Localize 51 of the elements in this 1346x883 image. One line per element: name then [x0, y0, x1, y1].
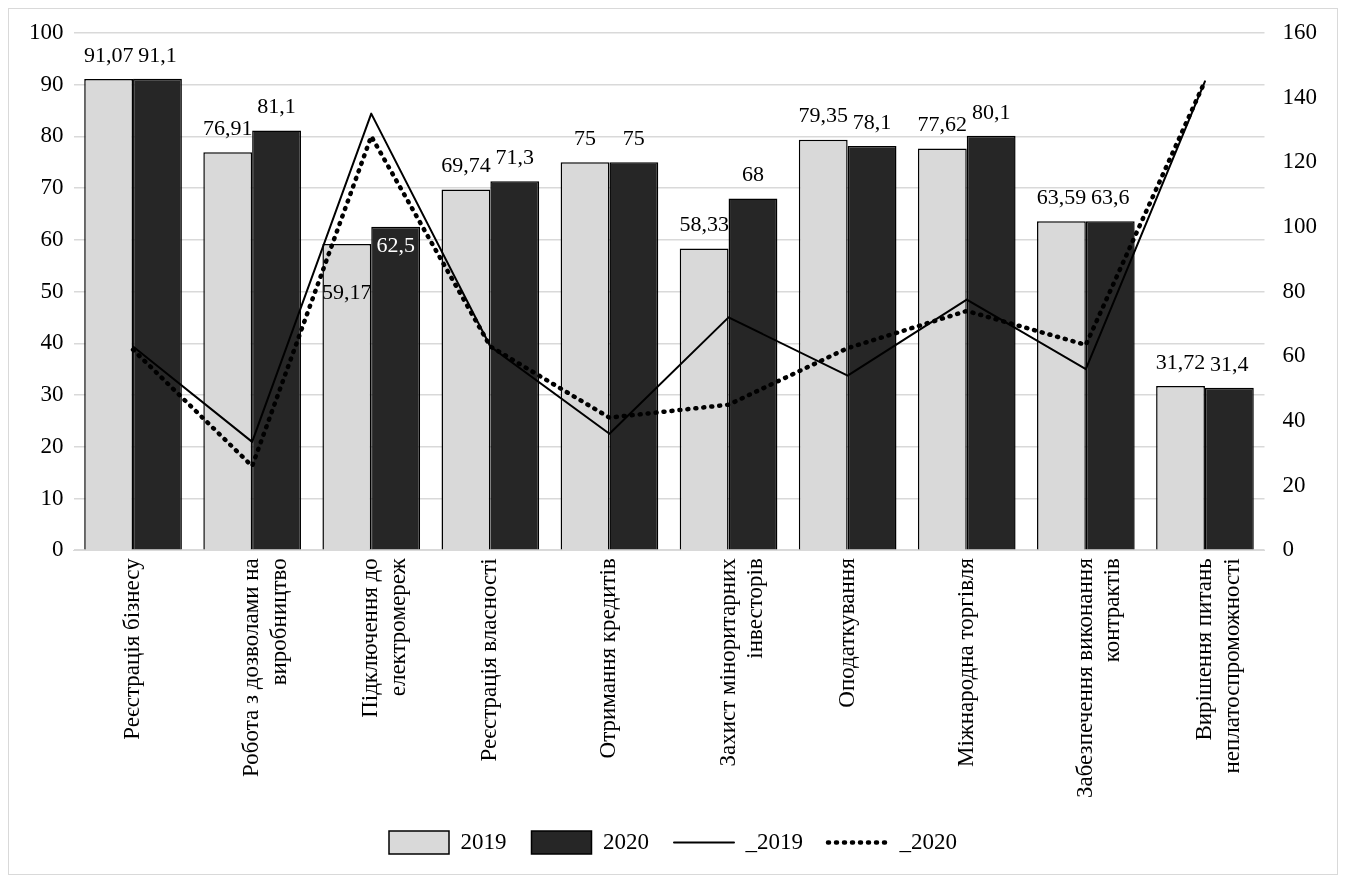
data-label: 81,1: [257, 93, 296, 119]
y-tick-label: 80: [40, 122, 64, 148]
legend-label: 2020: [603, 828, 649, 854]
data-label: 80,1: [971, 98, 1011, 124]
y-tick-label: 10: [40, 484, 64, 510]
y-tick-label: 40: [40, 329, 64, 355]
y2-tick-label: 20: [1282, 471, 1306, 497]
x-tick-label: Робота з дозволами на виробництво: [238, 558, 291, 777]
x-tick-label: Отримання кредитів: [595, 558, 621, 759]
data-label: 58,33: [679, 211, 729, 237]
y-tick-label: 100: [29, 18, 64, 44]
y2-tick-label: 80: [1282, 277, 1306, 303]
y2-tick-label: 100: [1282, 212, 1317, 238]
data-label: 91,1: [138, 41, 177, 67]
data-label: 77,62: [917, 111, 968, 137]
data-label: 68: [741, 161, 764, 187]
y2-tick-label: 60: [1282, 342, 1306, 368]
legend-label: 2019: [460, 828, 507, 854]
data-label: 31,4: [1210, 350, 1249, 376]
y-tick-label: 30: [40, 381, 64, 407]
y2-tick-label: 160: [1282, 18, 1317, 44]
y-tick-label: 70: [40, 174, 64, 200]
y-tick-label: 20: [40, 432, 64, 458]
y2-tick-label: 140: [1282, 83, 1317, 109]
legend-label: _2020: [898, 828, 957, 854]
y-tick-label: 90: [40, 70, 64, 96]
y2-tick-label: 120: [1282, 148, 1317, 174]
data-label: 75: [622, 124, 645, 150]
y-tick-label: 50: [40, 277, 64, 303]
data-label: 69,74: [441, 152, 491, 178]
data-label: 75: [574, 124, 597, 150]
legend-label: _2019: [744, 828, 803, 854]
data-label: 63,59: [1036, 183, 1087, 209]
y2-tick-label: 0: [1282, 536, 1294, 562]
data-label: 31,72: [1155, 348, 1206, 374]
data-label: 62,5: [376, 231, 415, 257]
y-tick-label: 0: [52, 536, 64, 562]
y-tick-label: 60: [40, 225, 64, 251]
data-label: 76,91: [202, 115, 253, 141]
data-label: 79,35: [798, 102, 848, 128]
x-tick-label: Реєстрація бізнесу: [119, 557, 145, 740]
x-tick-label: Оподаткування: [833, 557, 859, 708]
data-label: 63,6: [1091, 183, 1130, 209]
y2-tick-label: 40: [1282, 406, 1306, 432]
x-tick-label: Реєстрація власності: [476, 558, 502, 762]
data-label: 91,07: [83, 41, 134, 67]
x-tick-label: Захист міноритарних інвесторів: [714, 557, 768, 767]
x-tick-label: Міжнародна торгівля: [952, 557, 978, 767]
data-label: 78,1: [852, 108, 892, 134]
x-tick-label: Забезпечення виконання контрактів: [1071, 557, 1125, 799]
data-label: 71,3: [495, 144, 535, 170]
